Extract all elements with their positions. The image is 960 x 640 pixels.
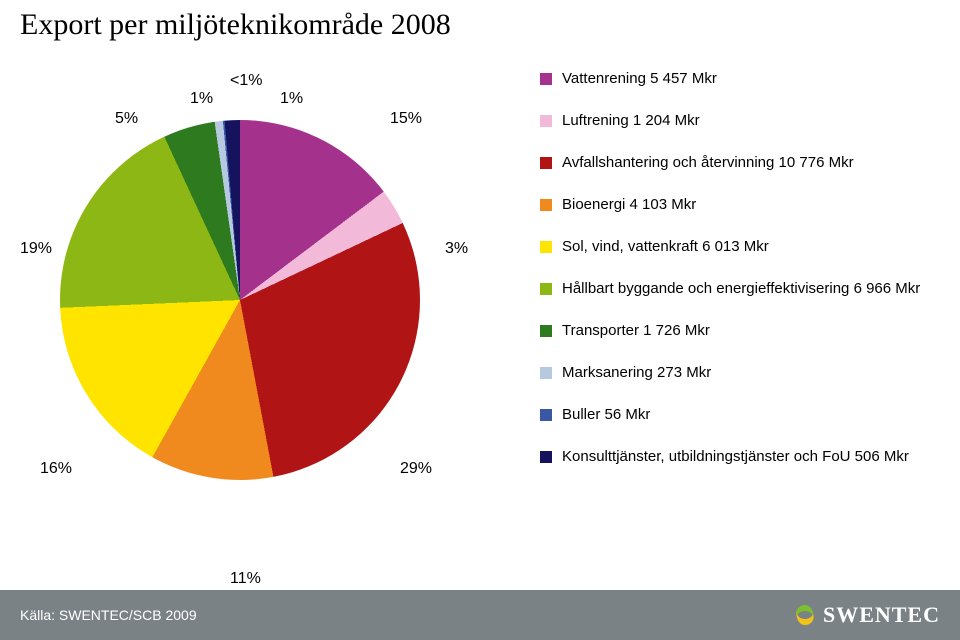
legend-item: Marksanering 273 Mkr [540,364,920,382]
legend-label: Buller 56 Mkr [562,406,650,424]
pie-slice-label: 3% [445,240,468,258]
logo-icon [793,603,817,627]
source-text: Källa: SWENTEC/SCB 2009 [20,607,197,623]
footer-bar: Källa: SWENTEC/SCB 2009 SWENTEC [0,590,960,640]
legend-item: Transporter 1 726 Mkr [540,322,920,340]
legend-label: Vattenrening 5 457 Mkr [562,70,717,88]
legend-swatch [540,115,552,127]
pie-slice-label: 19% [20,240,52,258]
legend-item: Hållbart byggande och energieffektiviser… [540,280,920,298]
legend-swatch [540,73,552,85]
pie-slice-label: 5% [115,110,138,128]
legend-label: Sol, vind, vattenkraft 6 013 Mkr [562,238,769,256]
logo: SWENTEC [793,602,940,628]
legend-item: Konsulttjänster, utbildningstjänster och… [540,448,920,466]
legend-item: Buller 56 Mkr [540,406,920,424]
pie-chart [60,120,420,480]
legend-label: Bioenergi 4 103 Mkr [562,196,696,214]
legend-label: Konsulttjänster, utbildningstjänster och… [562,448,909,466]
legend-label: Marksanering 273 Mkr [562,364,711,382]
pie-chart-area: 15%3%29%11%16%19%5%1%<1%1% [60,60,460,560]
legend-label: Transporter 1 726 Mkr [562,322,710,340]
pie-slice-label: 15% [390,110,422,128]
page-title: Export per miljöteknikområde 2008 [20,8,451,42]
legend-label: Luftrening 1 204 Mkr [562,112,700,130]
legend-swatch [540,157,552,169]
legend-item: Bioenergi 4 103 Mkr [540,196,920,214]
legend-label: Hållbart byggande och energieffektiviser… [562,280,920,298]
pie-slice-label: 29% [400,460,432,478]
legend-swatch [540,283,552,295]
legend-swatch [540,199,552,211]
legend: Vattenrening 5 457 Mkr Luftrening 1 204 M… [540,70,920,490]
logo-text: SWENTEC [823,602,940,628]
legend-item: Vattenrening 5 457 Mkr [540,70,920,88]
legend-swatch [540,409,552,421]
legend-label: Avfallshantering och återvinning 10 776 … [562,154,854,172]
legend-swatch [540,451,552,463]
legend-item: Avfallshantering och återvinning 10 776 … [540,154,920,172]
legend-swatch [540,325,552,337]
legend-swatch [540,241,552,253]
legend-item: Luftrening 1 204 Mkr [540,112,920,130]
pie-slice-label: 1% [280,90,303,108]
pie-slice-label: 16% [40,460,72,478]
pie-slice-label: 1% [190,90,213,108]
legend-swatch [540,367,552,379]
pie-slice-label: 11% [230,570,261,588]
legend-item: Sol, vind, vattenkraft 6 013 Mkr [540,238,920,256]
pie-slice-label: <1% [230,72,262,90]
